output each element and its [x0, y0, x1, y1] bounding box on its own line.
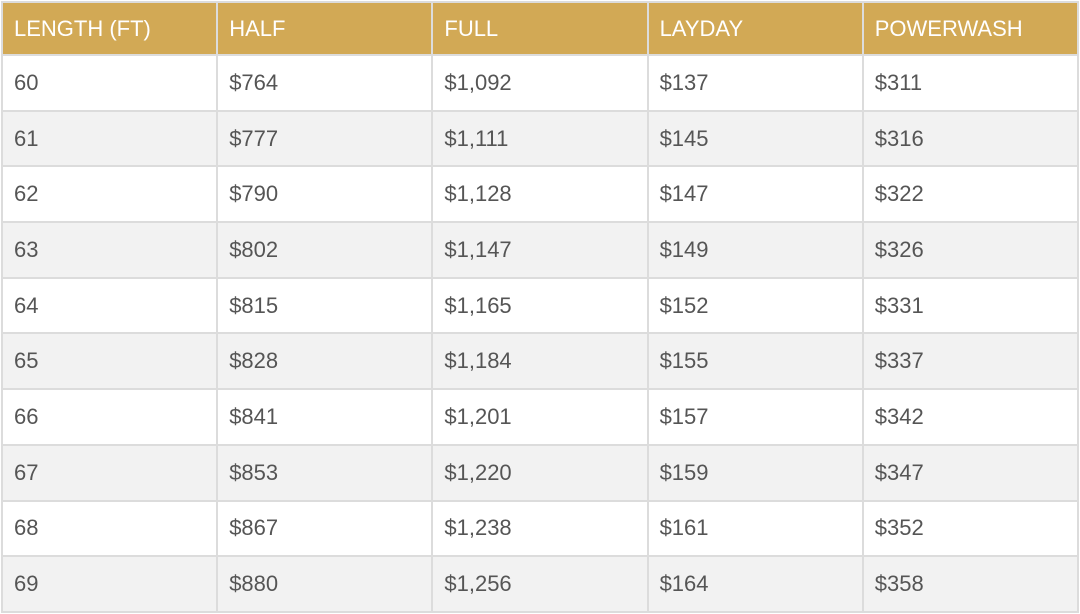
table-cell: $311 [861, 54, 1080, 112]
table-cell: $358 [861, 555, 1080, 613]
table-row: 68 $867 $1,238 $161 $352 [0, 499, 1080, 558]
column-header: POWERWASH [861, 1, 1080, 56]
table-cell: 61 [0, 109, 219, 168]
table-row: 62 $790 $1,128 $147 $322 [0, 165, 1080, 224]
table-cell: 68 [0, 499, 219, 558]
table-cell: $157 [646, 388, 864, 446]
table-cell: $159 [646, 443, 864, 502]
table-cell: $1,092 [431, 54, 649, 112]
table-cell: $316 [861, 109, 1080, 168]
table-cell: $815 [216, 276, 434, 335]
table-row: 65 $828 $1,184 $155 $337 [0, 332, 1080, 391]
table-cell: 60 [0, 54, 219, 112]
table-cell: $1,201 [431, 388, 649, 446]
table-cell: 69 [0, 555, 219, 613]
table-cell: $777 [216, 109, 434, 168]
table-cell: $326 [861, 221, 1080, 279]
table-cell: 67 [0, 443, 219, 502]
table-cell: $853 [216, 443, 434, 502]
table-cell: $1,128 [431, 165, 649, 224]
table-cell: $841 [216, 388, 434, 446]
table-cell: $764 [216, 54, 434, 112]
table-row: 69 $880 $1,256 $164 $358 [0, 555, 1080, 613]
table-cell: $155 [646, 332, 864, 391]
table-cell: $152 [646, 276, 864, 335]
table-cell: $161 [646, 499, 864, 558]
table-cell: $337 [861, 332, 1080, 391]
table-cell: $164 [646, 555, 864, 613]
table-row: 63 $802 $1,147 $149 $326 [0, 221, 1080, 279]
table-row: 60 $764 $1,092 $137 $311 [0, 54, 1080, 112]
table-cell: $331 [861, 276, 1080, 335]
table-cell: 64 [0, 276, 219, 335]
table-head: LENGTH (FT) HALF FULL LAYDAY POWERWASH [0, 1, 1080, 56]
table-cell: $342 [861, 388, 1080, 446]
table-body: 60 $764 $1,092 $137 $311 61 $777 $1,111 $145 $316… [0, 54, 1080, 613]
table-cell: $149 [646, 221, 864, 279]
column-header: LENGTH (FT) [0, 1, 219, 56]
table-cell: $1,184 [431, 332, 649, 391]
table-cell: $1,165 [431, 276, 649, 335]
table-cell: $147 [646, 165, 864, 224]
column-header: HALF [216, 1, 434, 56]
table-cell: 63 [0, 221, 219, 279]
table-cell: $1,220 [431, 443, 649, 502]
column-header: FULL [431, 1, 649, 56]
table-cell: $867 [216, 499, 434, 558]
table-cell: $352 [861, 499, 1080, 558]
table-cell: $828 [216, 332, 434, 391]
table-cell: $1,111 [431, 109, 649, 168]
table-cell: 66 [0, 388, 219, 446]
table-cell: $145 [646, 109, 864, 168]
table-cell: $880 [216, 555, 434, 613]
table-cell: 62 [0, 165, 219, 224]
table-cell: 65 [0, 332, 219, 391]
table-row: 64 $815 $1,165 $152 $331 [0, 276, 1080, 335]
column-header: LAYDAY [646, 1, 864, 56]
header-row: LENGTH (FT) HALF FULL LAYDAY POWERWASH [0, 1, 1080, 56]
table-cell: $1,256 [431, 555, 649, 613]
table-cell: $322 [861, 165, 1080, 224]
table-row: 61 $777 $1,111 $145 $316 [0, 109, 1080, 168]
table-row: 66 $841 $1,201 $157 $342 [0, 388, 1080, 446]
table-cell: $790 [216, 165, 434, 224]
table-cell: $1,238 [431, 499, 649, 558]
table-row: 67 $853 $1,220 $159 $347 [0, 443, 1080, 502]
table-cell: $802 [216, 221, 434, 279]
table-cell: $347 [861, 443, 1080, 502]
table-cell: $137 [646, 54, 864, 112]
table-cell: $1,147 [431, 221, 649, 279]
